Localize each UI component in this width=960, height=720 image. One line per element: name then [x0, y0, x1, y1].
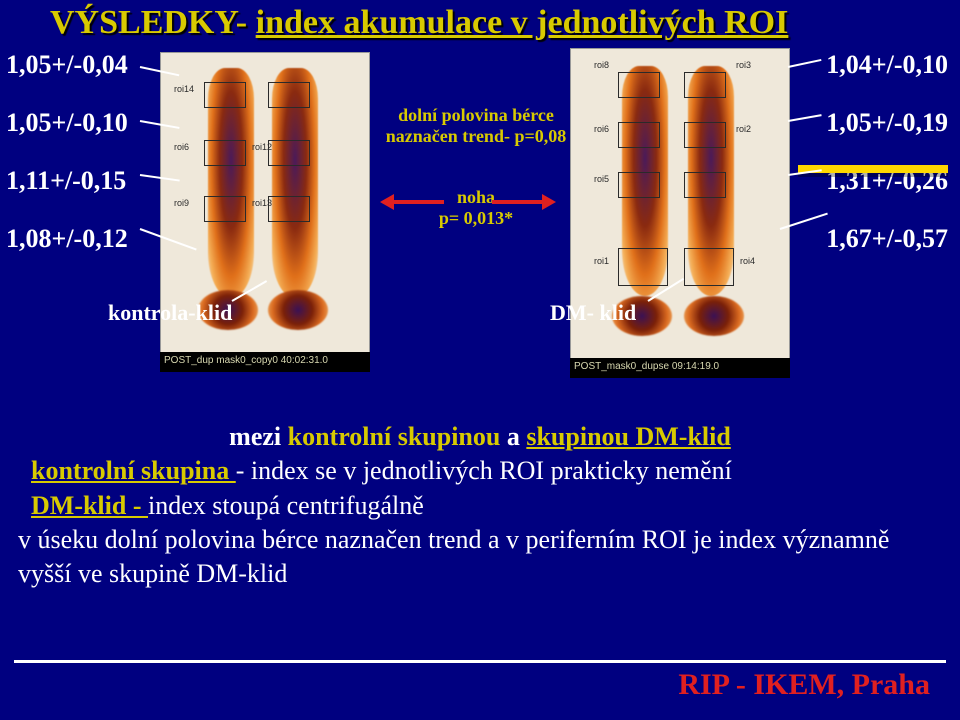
left-value: 1,05+/-0,04: [6, 50, 128, 80]
roi-box: [618, 172, 660, 198]
center-annotation: dolní polovina bérce naznačen trend- p=0…: [376, 105, 576, 229]
roi-box: [268, 140, 310, 166]
roi-box: [684, 172, 726, 198]
body-line-2: kontrolní skupina - index se v jednotliv…: [18, 454, 942, 488]
body-line-4: v úseku dolní polovina bérce naznačen tr…: [18, 523, 942, 592]
roi-box: [684, 72, 726, 98]
right-value: 1,31+/-0,26: [826, 166, 948, 196]
pointer-line: [788, 114, 822, 122]
roi-label: roi6: [174, 142, 189, 152]
scan-caption: POST_dup mask0_copy0 40:02:31.0: [160, 352, 370, 372]
roi-box: [204, 196, 246, 222]
center-line: dolní polovina bérce: [398, 105, 554, 125]
roi-box: [618, 72, 660, 98]
t: DM-klid -: [31, 491, 148, 520]
roi-label: roi1: [594, 256, 609, 266]
roi-label: roi2: [736, 124, 751, 134]
foot-shape: [268, 290, 328, 330]
scan-caption: POST_mask0_dupse 09:14:19.0: [570, 358, 790, 378]
t: index stoupá centrifugálně: [148, 491, 424, 520]
divider: [14, 660, 946, 663]
roi-box: [268, 82, 310, 108]
center-line: naznačen trend- p=0,08: [386, 126, 566, 146]
arrow-right-icon: [492, 200, 552, 204]
foot-shape: [684, 296, 744, 336]
left-value: 1,08+/-0,12: [6, 224, 128, 254]
label-text: DM- klid: [550, 300, 636, 325]
roi-label: roi5: [594, 174, 609, 184]
body-text: mezi kontrolní skupinou a skupinou DM-kl…: [18, 420, 942, 592]
footer-text: RIP - IKEM, Praha: [678, 668, 930, 702]
t: kontrolní skupina: [31, 456, 236, 485]
scan-image-right: roi8 roi3 roi6 roi2 roi5 roi1 roi4 POST_…: [570, 48, 790, 378]
roi-label: roi14: [174, 84, 194, 94]
roi-box: [618, 248, 668, 286]
roi-label: roi12: [252, 142, 272, 152]
left-value: 1,05+/-0,10: [6, 108, 128, 138]
group-label-left: kontrola-klid: [108, 300, 232, 326]
right-value: 1,67+/-0,57: [826, 224, 948, 254]
t: skupinou DM-klid: [526, 422, 730, 451]
t: mezi: [229, 422, 287, 451]
roi-label: roi13: [252, 198, 272, 208]
t: kontrolní skupinou: [288, 422, 507, 451]
right-value: 1,05+/-0,19: [826, 108, 948, 138]
title-underlined: index akumulace v jednotlivých ROI: [256, 4, 789, 41]
roi-label: roi9: [174, 198, 189, 208]
roi-box: [204, 140, 246, 166]
roi-label: roi4: [740, 256, 755, 266]
roi-box: [684, 122, 726, 148]
label-text: kontrola-klid: [108, 300, 232, 325]
roi-label: roi8: [594, 60, 609, 70]
body-line-3: DM-klid - index stoupá centrifugálně: [18, 489, 942, 523]
arrow-left-icon: [384, 200, 444, 204]
slide-root: VÝSLEDKY- index akumulace v jednotlivých…: [0, 0, 960, 720]
pointer-line: [788, 169, 822, 176]
roi-box: [618, 122, 660, 148]
t: a: [507, 422, 527, 451]
pointer-line: [788, 59, 822, 68]
right-value-column: 1,04+/-0,10 1,05+/-0,19 1,31+/-0,26 1,67…: [826, 50, 948, 254]
roi-box: [684, 248, 734, 286]
body-line-1: mezi kontrolní skupinou a skupinou DM-kl…: [18, 420, 942, 454]
roi-label: roi6: [594, 124, 609, 134]
title-prefix: VÝSLEDKY-: [50, 4, 256, 41]
right-value: 1,04+/-0,10: [826, 50, 948, 80]
t: - index se v jednotlivých ROI prakticky …: [236, 456, 732, 485]
group-label-right: DM- klid: [550, 300, 636, 326]
slide-title: VÝSLEDKY- index akumulace v jednotlivých…: [50, 4, 910, 42]
roi-box: [268, 196, 310, 222]
roi-box: [204, 82, 246, 108]
left-value: 1,11+/-0,15: [6, 166, 128, 196]
roi-label: roi3: [736, 60, 751, 70]
center-line: p= 0,013*: [439, 208, 513, 228]
left-value-column: 1,05+/-0,04 1,05+/-0,10 1,11+/-0,15 1,08…: [6, 50, 128, 254]
